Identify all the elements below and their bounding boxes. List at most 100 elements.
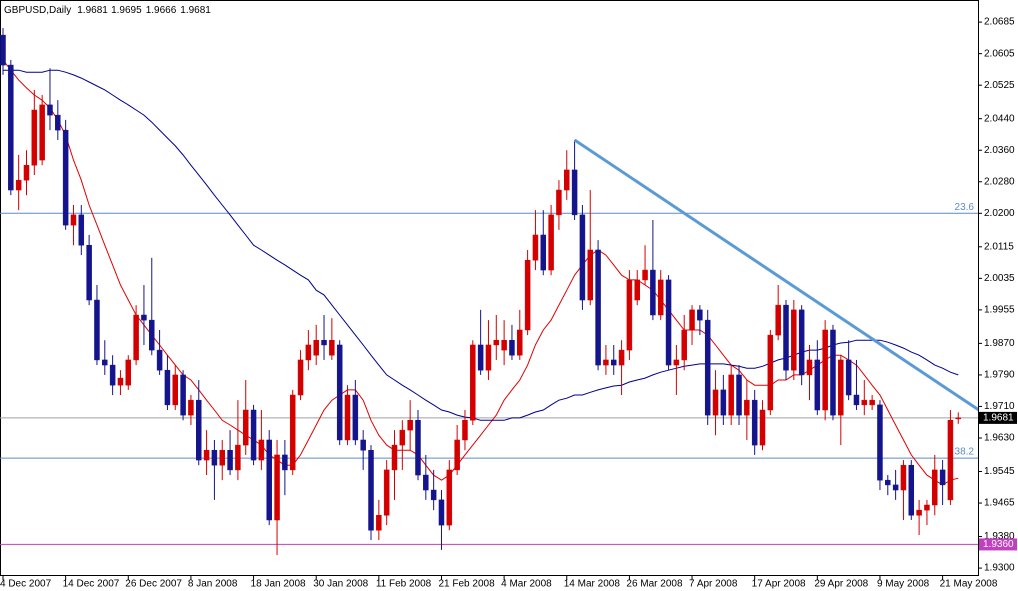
alert-price-box: [979, 538, 1017, 551]
y-tick-label: 1.9955: [984, 305, 1015, 316]
x-tick-label: 4 Mar 2008: [501, 579, 552, 590]
candle-body: [133, 314, 139, 361]
candle-body: [282, 454, 288, 471]
candle-body: [399, 429, 406, 446]
candle-body: [571, 169, 578, 216]
candle-body: [297, 359, 304, 396]
candle-body: [775, 304, 781, 336]
candle-body: [164, 369, 171, 406]
candle-body: [70, 214, 77, 226]
candle-body: [8, 64, 14, 191]
current-price-label: 1.9681: [983, 413, 1014, 424]
candle-body: [548, 214, 554, 271]
candle-body: [289, 394, 296, 471]
candle-body: [31, 109, 38, 166]
candle-body: [924, 504, 930, 511]
candle-body: [258, 439, 265, 461]
candle-body: [407, 420, 413, 431]
candle-body: [579, 214, 586, 301]
candle-body: [23, 164, 30, 181]
y-tick-label: 2.0360: [984, 145, 1015, 156]
candle-body: [869, 399, 875, 406]
candle-body: [376, 515, 382, 531]
candle-body: [892, 484, 899, 491]
y-tick-label: 2.0035: [984, 273, 1015, 284]
candle-body: [665, 279, 672, 366]
candle-body: [689, 309, 695, 331]
candle-body: [305, 344, 312, 361]
plot-area: [0, 28, 978, 556]
candle-body: [704, 319, 711, 416]
trend-line: [573, 138, 978, 412]
candle-body: [344, 394, 351, 441]
candle-body: [368, 449, 374, 531]
candle-body: [540, 234, 547, 271]
alert-price-label: 1.9360: [983, 539, 1014, 550]
candle-body: [916, 509, 922, 516]
candle-body: [313, 339, 319, 356]
candle-body: [845, 359, 852, 396]
candle-body: [219, 449, 225, 466]
candle-body: [885, 479, 891, 486]
x-tick-label: 9 May 2008: [877, 579, 930, 590]
x-tick-label: 17 Apr 2008: [752, 579, 806, 590]
candle-body: [650, 269, 656, 316]
y-tick-label: 1.9630: [984, 433, 1015, 444]
x-tick-label: 4 Dec 2007: [0, 579, 52, 590]
candle-body: [838, 359, 844, 416]
candle-body: [564, 169, 570, 191]
candle-body: [877, 404, 883, 481]
candle-body: [610, 359, 617, 366]
x-tick-label: 26 Mar 2008: [626, 579, 683, 590]
candle-body: [360, 439, 366, 451]
candle-body: [172, 374, 179, 406]
candle-body: [39, 104, 45, 161]
candle-body: [595, 249, 601, 366]
candle-body: [242, 409, 249, 446]
candle-body: [477, 344, 484, 371]
candle-body: [383, 469, 390, 516]
candle-body: [149, 319, 155, 351]
candle-body: [321, 339, 327, 346]
candle-body: [430, 489, 437, 501]
candle-body: [117, 377, 124, 386]
candle-body: [587, 249, 593, 301]
candle-body: [524, 259, 531, 331]
candle-body: [188, 399, 194, 416]
candle-body: [556, 189, 562, 216]
x-tick-label: 14 Dec 2007: [63, 579, 120, 590]
candle-body: [329, 339, 335, 356]
candle-body: [509, 339, 515, 356]
candle-body: [493, 339, 500, 346]
y-tick-label: 1.9545: [984, 466, 1015, 477]
candle-body: [603, 359, 609, 366]
candle-body: [227, 449, 233, 471]
candle-body: [861, 399, 868, 406]
candle-body: [744, 399, 750, 416]
candle-body: [712, 389, 719, 416]
candle-body: [642, 269, 648, 281]
x-tick-label: 18 Jan 2008: [251, 579, 306, 590]
candle-body: [783, 304, 789, 371]
candle-body: [673, 359, 680, 366]
candle-body: [78, 214, 85, 246]
y-tick-label: 1.9710: [984, 401, 1015, 412]
header-high: 1.9695: [111, 5, 142, 16]
candle-body: [55, 114, 61, 131]
candle-body: [470, 344, 476, 421]
candle-body: [900, 464, 907, 491]
candle-body: [485, 344, 492, 371]
candle-body: [791, 309, 797, 371]
header-open: 1.9681: [77, 5, 108, 16]
fib-level-label: 23.6: [955, 202, 975, 213]
candle-body: [438, 499, 445, 526]
chart-header: GBPUSD,Daily 1.9681 1.9695 1.9666 1.9681: [4, 5, 211, 16]
candle-body: [47, 104, 53, 116]
candle-body: [728, 374, 734, 416]
candle-body: [62, 129, 69, 226]
candle-body: [336, 344, 343, 441]
x-tick-label: 21 May 2008: [940, 579, 998, 590]
candle-body: [94, 299, 100, 361]
candle-body: [352, 394, 359, 441]
